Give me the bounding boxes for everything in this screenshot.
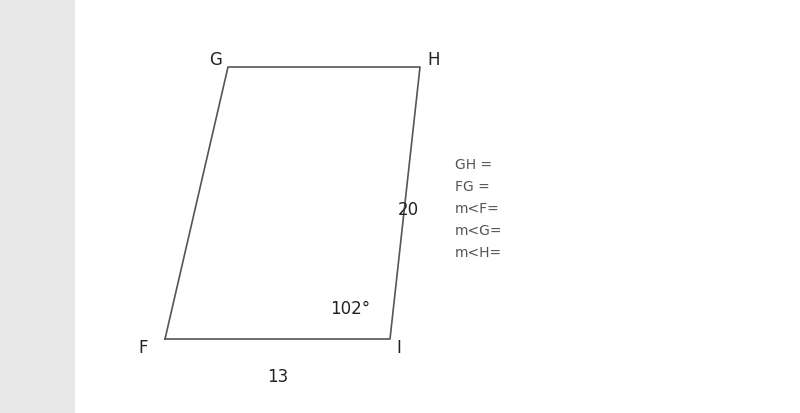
Text: 102°: 102° <box>330 299 370 317</box>
Text: H: H <box>427 51 439 69</box>
Text: F: F <box>138 338 148 356</box>
Text: 20: 20 <box>398 201 419 218</box>
Bar <box>0 0 75 413</box>
Text: m<G=: m<G= <box>455 223 502 237</box>
Text: I: I <box>396 338 401 356</box>
Text: m<H=: m<H= <box>455 245 502 259</box>
Text: FG =: FG = <box>455 180 490 194</box>
Text: m<F=: m<F= <box>455 202 500 216</box>
Text: GH =: GH = <box>455 158 492 171</box>
Text: G: G <box>209 51 222 69</box>
Text: 13: 13 <box>267 367 289 385</box>
